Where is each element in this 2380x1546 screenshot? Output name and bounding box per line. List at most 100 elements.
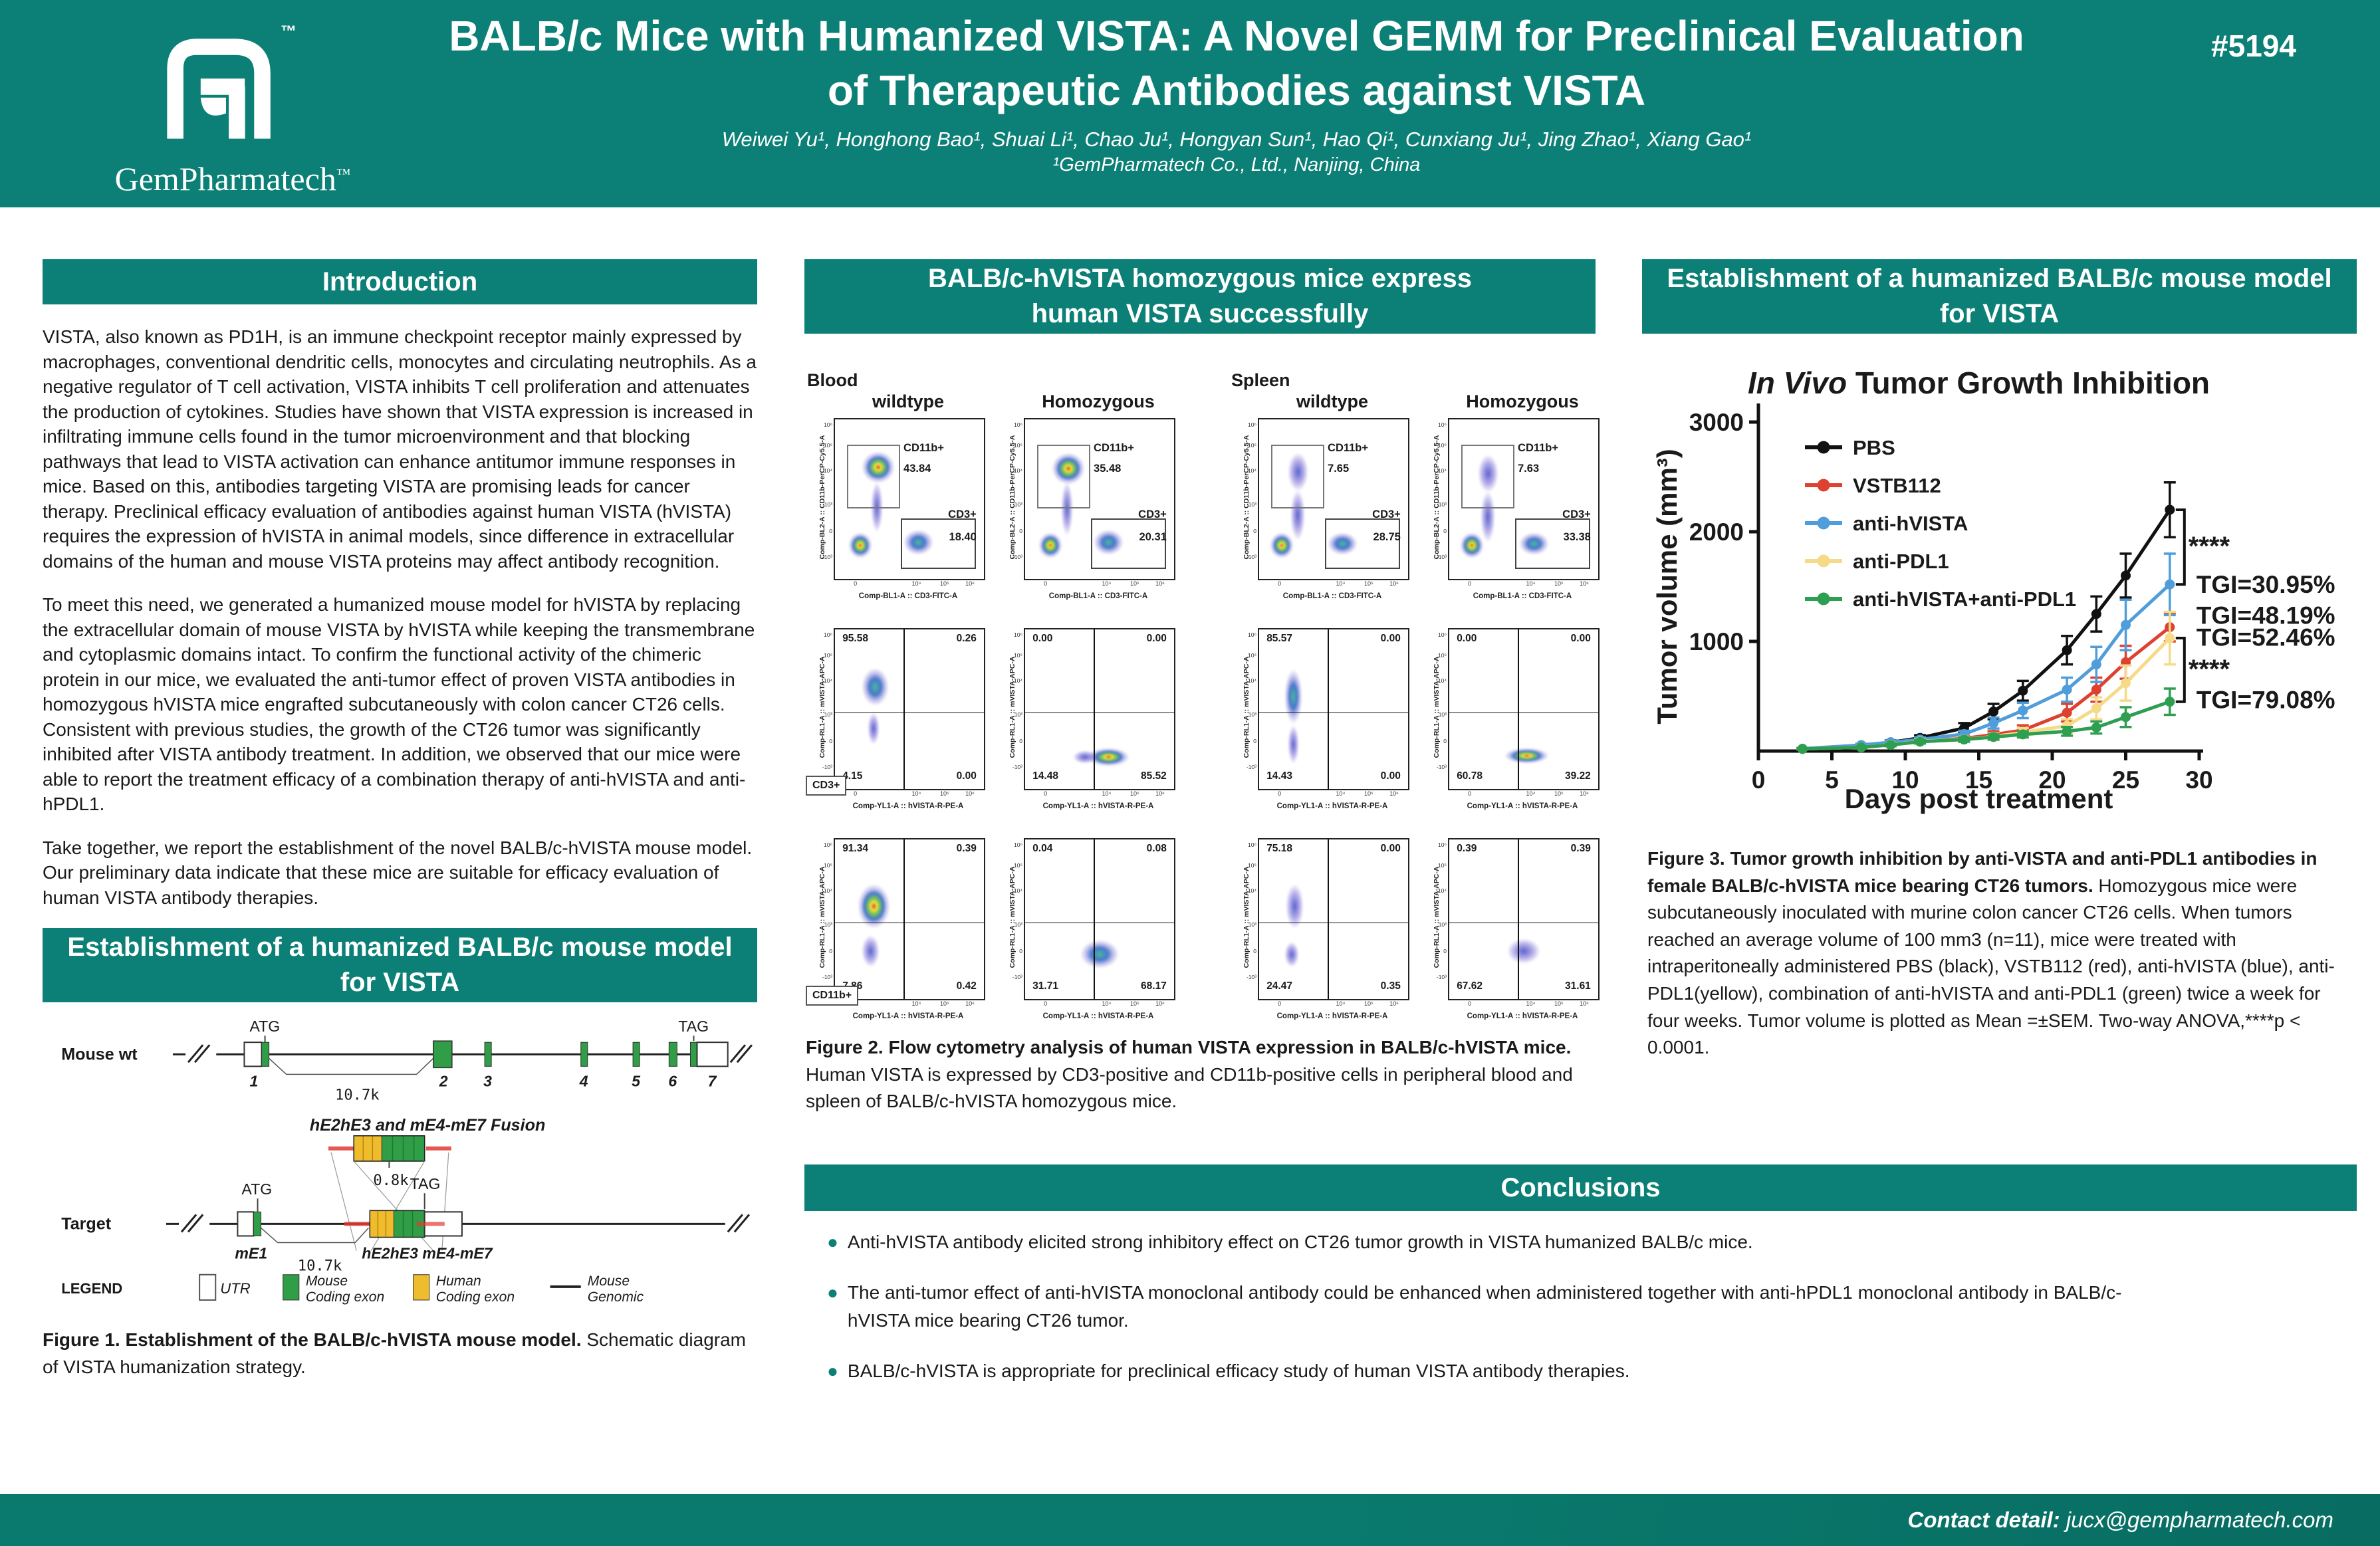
- gate2-value: 28.75: [1373, 531, 1401, 543]
- exon7-utr: [696, 1042, 729, 1067]
- quad-ur-value: 0.00: [1570, 632, 1591, 644]
- gate2-label: CD3+: [1372, 508, 1401, 521]
- cd11b-gate: [1461, 445, 1515, 508]
- quad-ul-value: 75.18: [1266, 842, 1292, 854]
- poster-number: #5194: [2211, 29, 2296, 63]
- figure3-caption-rest: Homozygous mice were subcutaneously inoc…: [1647, 875, 2335, 1058]
- cell-population-blob: [1284, 669, 1302, 724]
- insert-label: hE2hE3 mE4-mE7: [362, 1245, 493, 1262]
- introduction-text: VISTA, also known as PD1H, is an immune …: [43, 324, 757, 916]
- svg-text:PBS: PBS: [1853, 436, 1895, 459]
- flow-xtick: 10⁴: [1526, 580, 1536, 587]
- legend-mouse-l2: Coding exon: [306, 1289, 384, 1305]
- tag-label-target: TAG: [410, 1175, 441, 1192]
- cell-population-blob: [1519, 532, 1550, 555]
- cell-population-blob: [1060, 481, 1073, 536]
- flow-xlabel: Comp-BL1-A :: CD3-FITC-A: [858, 592, 958, 600]
- logo-tm: ™: [336, 165, 351, 182]
- tumor-growth-chart: In Vivo Tumor Growth Inhibition 1000 2000 3…: [1642, 359, 2357, 824]
- flow-xtick: 10⁵: [1364, 1000, 1373, 1007]
- flow-ytick: 10⁵: [1014, 861, 1022, 869]
- flow-xtick: 10⁵: [1554, 1000, 1564, 1007]
- flow-ytick: 10⁵: [1014, 651, 1022, 659]
- flow-xlabel: Comp-YL1-A :: hVISTA-R-PE-A: [1042, 1012, 1154, 1020]
- svg-text:TGI=79.08%: TGI=79.08%: [2197, 686, 2335, 713]
- cell-population-blob: [903, 529, 933, 555]
- chart-title: In Vivo Tumor Growth Inhibition: [1748, 366, 2210, 400]
- conclusions-list: ● Anti-hVISTA antibody elicited strong in…: [827, 1228, 2150, 1408]
- cell-population-blob: [1328, 532, 1358, 555]
- flow-ytick: 10⁶: [1014, 841, 1022, 848]
- flow-xlabel: Comp-BL1-A :: CD3-FITC-A: [1048, 592, 1148, 600]
- svg-text:10: 10: [1891, 766, 1919, 794]
- flow-xtick: 0: [1044, 1000, 1048, 1007]
- flow-ytick: -10³: [1012, 973, 1022, 980]
- flow-ytick: 10⁴: [1437, 467, 1447, 475]
- flow-row-gate-label: CD11b+: [806, 986, 859, 1006]
- quad-ll-value: 67.62: [1457, 980, 1483, 992]
- flow-xlabel: Comp-YL1-A :: hVISTA-R-PE-A: [852, 802, 964, 810]
- exon5: [632, 1042, 640, 1067]
- section-title-line2: human VISTA successfully: [1031, 299, 1369, 328]
- exon1-utr: [243, 1042, 263, 1067]
- section-header-model-right: Establishment of a humanized BALB/c mous…: [1642, 259, 2357, 334]
- affiliation: ¹GemPharmatech Co., Ltd., Nanjing, China: [1052, 154, 1421, 175]
- flow-xlabel: Comp-YL1-A :: hVISTA-R-PE-A: [1042, 802, 1154, 810]
- quadrant-hline: [1449, 712, 1598, 714]
- flow-ytick: 10³: [1014, 500, 1022, 508]
- cell-population-blob: [1459, 532, 1484, 558]
- flow-xtick: 10⁶: [1155, 580, 1165, 587]
- quadrant-hline: [1025, 922, 1174, 924]
- flow-xlabel: Comp-YL1-A :: hVISTA-R-PE-A: [1467, 802, 1578, 810]
- cd11b-gate: [846, 445, 901, 508]
- exon4: [580, 1042, 588, 1067]
- flow-plot: Comp-RL1-A :: mVISTA-APC-A 10⁶ 10⁵ 10⁴ 10³ 0-…: [808, 838, 989, 1034]
- flow-xtick: 0: [1468, 580, 1472, 587]
- gempharmatech-logo-icon: [167, 39, 271, 139]
- flow-ytick: 0: [1019, 738, 1022, 745]
- flow-ytick: 10³: [1248, 711, 1256, 718]
- svg-text:5: 5: [1825, 766, 1839, 794]
- cell-population-blob: [1481, 491, 1496, 542]
- me1-coding: [253, 1211, 262, 1237]
- logo-wordmark: GemPharmatech™: [47, 160, 419, 198]
- quad-ul-value: 0.04: [1032, 842, 1053, 854]
- flow-plot: Comp-BL2-A :: CD11b-PerCP-Cy5.5-A 10⁶ 10⁵ 1…: [1423, 418, 1604, 613]
- flow-ytick: 10⁵: [824, 651, 832, 659]
- svg-text:TGI=48.19%: TGI=48.19%: [2197, 602, 2335, 629]
- flow-ytick: 0: [1443, 738, 1447, 745]
- flow-ytick: 10⁴: [1247, 677, 1256, 685]
- svg-text:0: 0: [1752, 766, 1766, 794]
- flow-column-header: Homozygous: [1042, 391, 1155, 411]
- section-title-line1: Establishment of a humanized BALB/c mous…: [67, 933, 733, 962]
- flow-plot-area: CD11b+ 43.84 CD3+ 18.40: [834, 418, 985, 580]
- flow-ytick: 10⁵: [1248, 441, 1256, 449]
- quad-lr-value: 0.00: [1380, 770, 1401, 782]
- flow-xtick: 10⁴: [1526, 790, 1536, 797]
- cell-population-blob: [1052, 453, 1085, 485]
- flow-ytick: 0: [829, 738, 832, 745]
- legend-utr-swatch: [199, 1273, 217, 1301]
- flow-plot-area: CD11b+ 7.65 CD3+ 28.75: [1258, 418, 1409, 580]
- section-header-introduction: Introduction: [43, 259, 757, 304]
- flow-ytick: -10³: [1436, 763, 1447, 770]
- conclusion-item: ● Anti-hVISTA antibody elicited strong in…: [827, 1228, 2150, 1256]
- section-title: Conclusions: [1500, 1172, 1661, 1202]
- legend-utr-label: UTR: [220, 1280, 250, 1297]
- flow-plot: Comp-BL2-A :: CD11b-PerCP-Cy5.5-A 10⁶ 10⁵ 1…: [999, 418, 1179, 613]
- cell-population-blob: [1286, 884, 1304, 929]
- flow-ytick: 10⁶: [1438, 841, 1447, 848]
- flow-ytick: 10³: [824, 711, 832, 718]
- legend-human-l2: Coding exon: [436, 1289, 515, 1305]
- flow-ytick: 10⁴: [823, 467, 832, 475]
- gate1-value: 43.84: [903, 462, 931, 475]
- cell-population-blob: [862, 935, 880, 967]
- quadrant-vline: [1518, 629, 1519, 789]
- cell-population-blob: [848, 532, 872, 558]
- cell-population-blob: [1269, 532, 1294, 558]
- exon6: [668, 1042, 677, 1067]
- quadrant-vline: [1094, 629, 1095, 789]
- logo: ™ GemPharmatech™: [86, 19, 366, 198]
- quad-lr-value: 0.00: [956, 770, 977, 782]
